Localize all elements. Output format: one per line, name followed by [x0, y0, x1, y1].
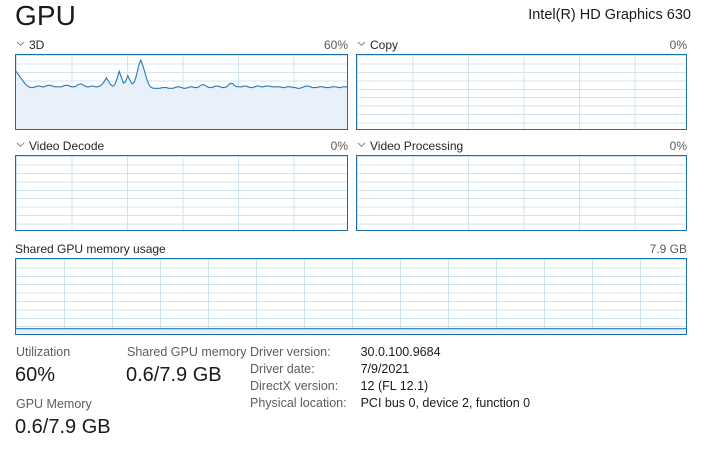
panel-copy-label: Copy — [370, 38, 399, 52]
driver-date-label: Driver date: — [250, 362, 315, 376]
graph-video-processing-grid — [357, 156, 686, 230]
graph-copy-grid — [357, 55, 686, 129]
graph-copy[interactable] — [356, 54, 687, 130]
panel-shared-gpu-memory: Shared GPU memory usage 7.9 GB — [15, 241, 687, 335]
table-row: Driver version: 30.0.100.9684 — [250, 344, 530, 361]
physical-location-value: PCI bus 0, device 2, function 0 — [360, 396, 531, 410]
chevron-down-icon[interactable] — [15, 139, 26, 150]
panel-video-processing-label: Video Processing — [370, 139, 464, 153]
driver-version-value: 30.0.100.9684 — [360, 345, 441, 359]
graph-shared-gpu-memory-grid — [16, 259, 686, 334]
panel-video-processing-header: Video Processing 0% — [356, 138, 687, 155]
physical-location-label: Physical location: — [250, 396, 347, 410]
panel-video-decode-label: Video Decode — [29, 139, 105, 153]
panel-3d-header: 3D 60% — [15, 37, 348, 54]
panel-shared-gpu-memory-header: Shared GPU memory usage 7.9 GB — [15, 241, 687, 258]
panel-copy-value: 0% — [669, 38, 687, 52]
table-row: DirectX version: 12 (FL 12.1) — [250, 378, 530, 395]
gpu-memory-label: GPU Memory — [16, 397, 92, 411]
directx-version-label: DirectX version: — [250, 379, 339, 393]
driver-info-table: Driver version: 30.0.100.9684 Driver dat… — [250, 344, 530, 412]
chevron-down-icon[interactable] — [356, 139, 367, 150]
panel-video-decode-value: 0% — [330, 139, 348, 153]
graph-video-decode-grid — [16, 156, 347, 230]
table-row: Driver date: 7/9/2021 — [250, 361, 530, 378]
panel-shared-gpu-memory-value: 7.9 GB — [649, 242, 687, 256]
graph-video-processing[interactable] — [356, 155, 687, 231]
chevron-down-icon[interactable] — [356, 38, 367, 49]
panel-video-decode-header: Video Decode 0% — [15, 138, 348, 155]
graph-video-decode[interactable] — [15, 155, 348, 231]
graph-shared-gpu-memory[interactable] — [15, 258, 687, 335]
panel-3d: 3D 60% — [15, 37, 348, 130]
panel-video-decode: Video Decode 0% — [15, 138, 348, 231]
panel-shared-gpu-memory-label: Shared GPU memory usage — [15, 242, 166, 256]
graph-3d[interactable] — [15, 54, 348, 130]
panel-3d-value: 60% — [323, 38, 348, 52]
panel-copy: Copy 0% — [356, 37, 687, 130]
page-title: GPU — [15, 0, 76, 31]
directx-version-value: 12 (FL 12.1) — [360, 379, 429, 393]
graph-shared-gpu-memory-plot — [16, 259, 686, 334]
panel-3d-label: 3D — [29, 38, 45, 52]
shared-gpu-memory-label: Shared GPU memory — [127, 345, 247, 359]
panel-video-processing-value: 0% — [669, 139, 687, 153]
utilization-value: 60% — [15, 364, 56, 386]
table-row: Physical location: PCI bus 0, device 2, … — [250, 395, 530, 412]
shared-gpu-memory-value: 0.6/7.9 GB — [126, 364, 222, 386]
driver-version-label: Driver version: — [250, 345, 331, 359]
driver-date-value: 7/9/2021 — [360, 362, 410, 376]
device-name: Intel(R) HD Graphics 630 — [528, 7, 691, 23]
gpu-memory-value: 0.6/7.9 GB — [15, 416, 111, 438]
chevron-down-icon[interactable] — [15, 38, 26, 49]
graph-3d-plot — [16, 55, 347, 129]
utilization-label: Utilization — [16, 345, 71, 359]
panel-copy-header: Copy 0% — [356, 37, 687, 54]
panel-video-processing: Video Processing 0% — [356, 138, 687, 231]
